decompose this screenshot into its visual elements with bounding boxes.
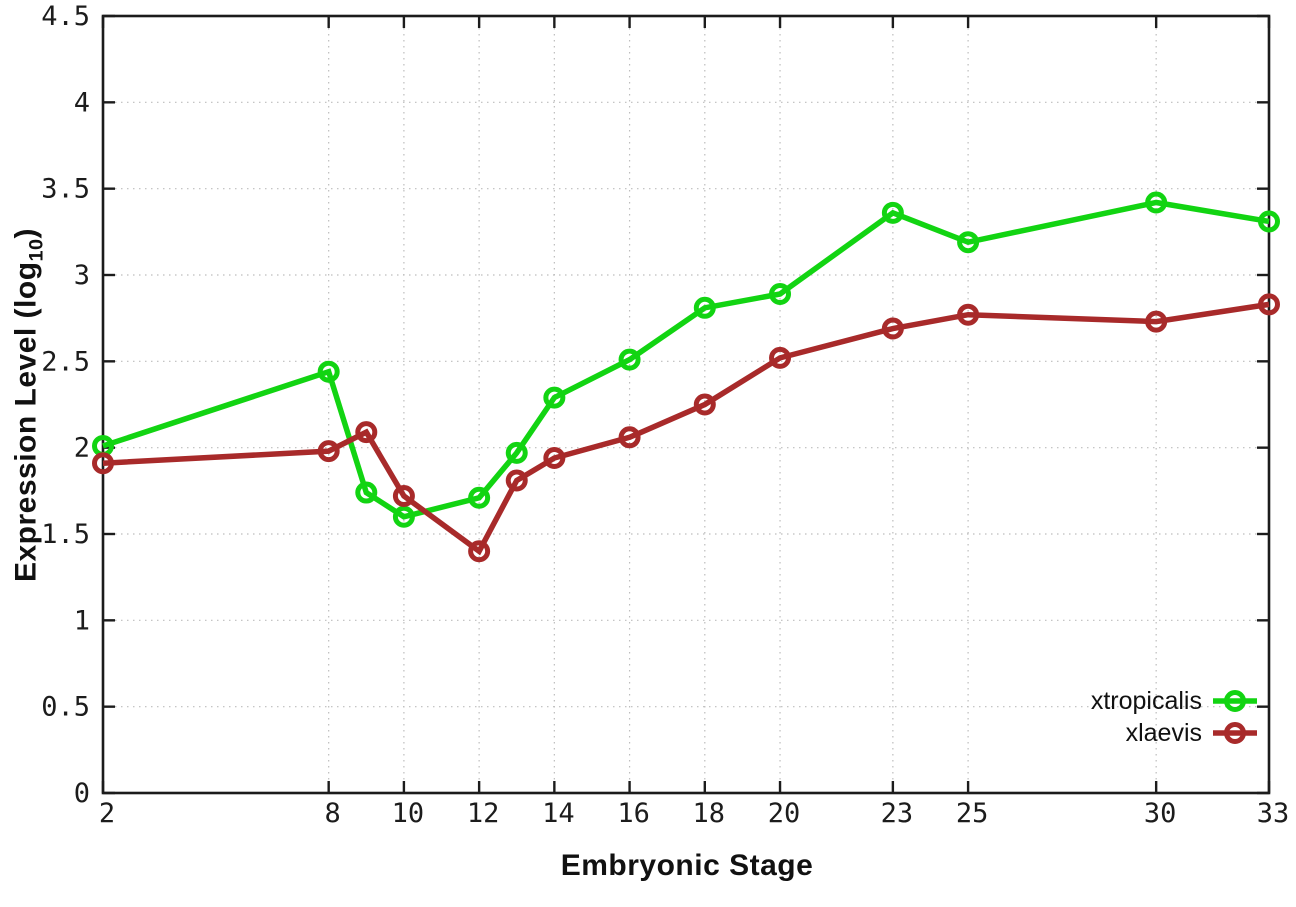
data-point-xlaevis (505, 469, 528, 492)
legend-row-xtropicalis: xtropicalis (1091, 686, 1258, 716)
x-axis-title: Embryonic Stage (560, 849, 814, 882)
y-tick-label: 0.5 (41, 692, 90, 723)
data-point-xtropicalis (881, 201, 904, 224)
data-point-xlaevis (317, 440, 340, 463)
tick-marks (101, 14, 1271, 795)
x-tick-label: 12 (467, 798, 500, 829)
y-tick-label: 3.5 (41, 174, 90, 205)
y-tick-labels: 0 0.5 1 1.5 2 2.5 3 3.5 4 4.5 (41, 1, 90, 809)
data-point-xtropicalis (317, 360, 340, 383)
data-point-xlaevis (881, 317, 904, 340)
x-tick-label: 14 (542, 798, 575, 829)
x-tick-label: 30 (1144, 798, 1177, 829)
data-point-xlaevis (618, 426, 641, 449)
legend-point (1224, 722, 1246, 744)
y-axis-title-text: Expression Level (log (9, 261, 43, 583)
x-tick-label: 10 (392, 798, 425, 829)
x-tick-label: 16 (617, 798, 650, 829)
data-point-xtropicalis (769, 282, 792, 305)
x-tick-label: 18 (693, 798, 726, 829)
y-axis-title-close: ) (9, 227, 43, 239)
data-point-xlaevis (1145, 310, 1168, 333)
y-tick-label: 3 (74, 260, 90, 291)
legend-sample-xtropicalis (1213, 690, 1257, 712)
data-point-xtropicalis (468, 486, 491, 509)
legend-marker-xtropicalis (1213, 690, 1257, 712)
data-point-xlaevis (543, 447, 566, 470)
legend-label-xtropicalis: xtropicalis (1090, 686, 1202, 715)
data-point-xlaevis (392, 485, 415, 508)
legend-marker-xlaevis (1213, 722, 1257, 744)
data-point-xtropicalis (543, 386, 566, 409)
data-point-xlaevis (92, 452, 114, 475)
data-point-xlaevis (769, 346, 792, 369)
x-tick-label: 20 (768, 798, 801, 829)
data-point-xlaevis (693, 393, 716, 416)
x-tick-label: 8 (325, 798, 341, 829)
data-point-xtropicalis (1258, 210, 1280, 233)
data-point-xlaevis (957, 303, 980, 326)
x-tick-labels: 2 8 10 12 14 16 18 20 23 25 30 33 (99, 798, 1289, 829)
data-point-xtropicalis (618, 348, 641, 371)
data-point-xtropicalis (355, 481, 378, 504)
data-point-xtropicalis (957, 231, 980, 254)
y-tick-label: 2 (74, 433, 90, 464)
x-tick-label: 25 (956, 798, 989, 829)
gridlines (103, 16, 1269, 793)
data-point-xlaevis (1258, 293, 1280, 316)
y-tick-label: 1 (74, 605, 90, 636)
y-tick-label: 1.5 (41, 519, 90, 550)
x-tick-label: 23 (881, 798, 914, 829)
series-xlaevis (92, 293, 1280, 563)
data-point-xtropicalis (1145, 191, 1168, 214)
legend-point (1224, 690, 1246, 712)
data-point-xtropicalis (505, 441, 528, 464)
legend-label-xlaevis: xlaevis (1125, 718, 1202, 747)
y-tick-label: 4.5 (41, 1, 90, 32)
y-axis-title-subscript: 10 (25, 238, 48, 262)
legend-sample-xlaevis (1213, 722, 1257, 744)
y-axis-title: Expression Level (log10) (10, 228, 49, 582)
data-point-xlaevis (355, 421, 378, 444)
x-tick-label: 33 (1257, 798, 1290, 829)
series-line-xtropicalis (102, 199, 1270, 520)
series-xtropicalis (92, 191, 1280, 528)
x-tick-label: 2 (99, 798, 115, 829)
y-tick-label: 0 (74, 778, 90, 809)
y-tick-label: 2.5 (41, 346, 90, 377)
plot-border (101, 14, 1271, 795)
data-point-xtropicalis (392, 505, 415, 528)
data-point-xlaevis (468, 540, 491, 563)
legend-row-xlaevis: xlaevis (1126, 718, 1258, 748)
y-tick-label: 4 (74, 87, 90, 118)
legend: xtropicalis xlaevis (1091, 686, 1258, 748)
series-line-xlaevis (102, 301, 1270, 556)
data-point-xtropicalis (693, 296, 716, 319)
